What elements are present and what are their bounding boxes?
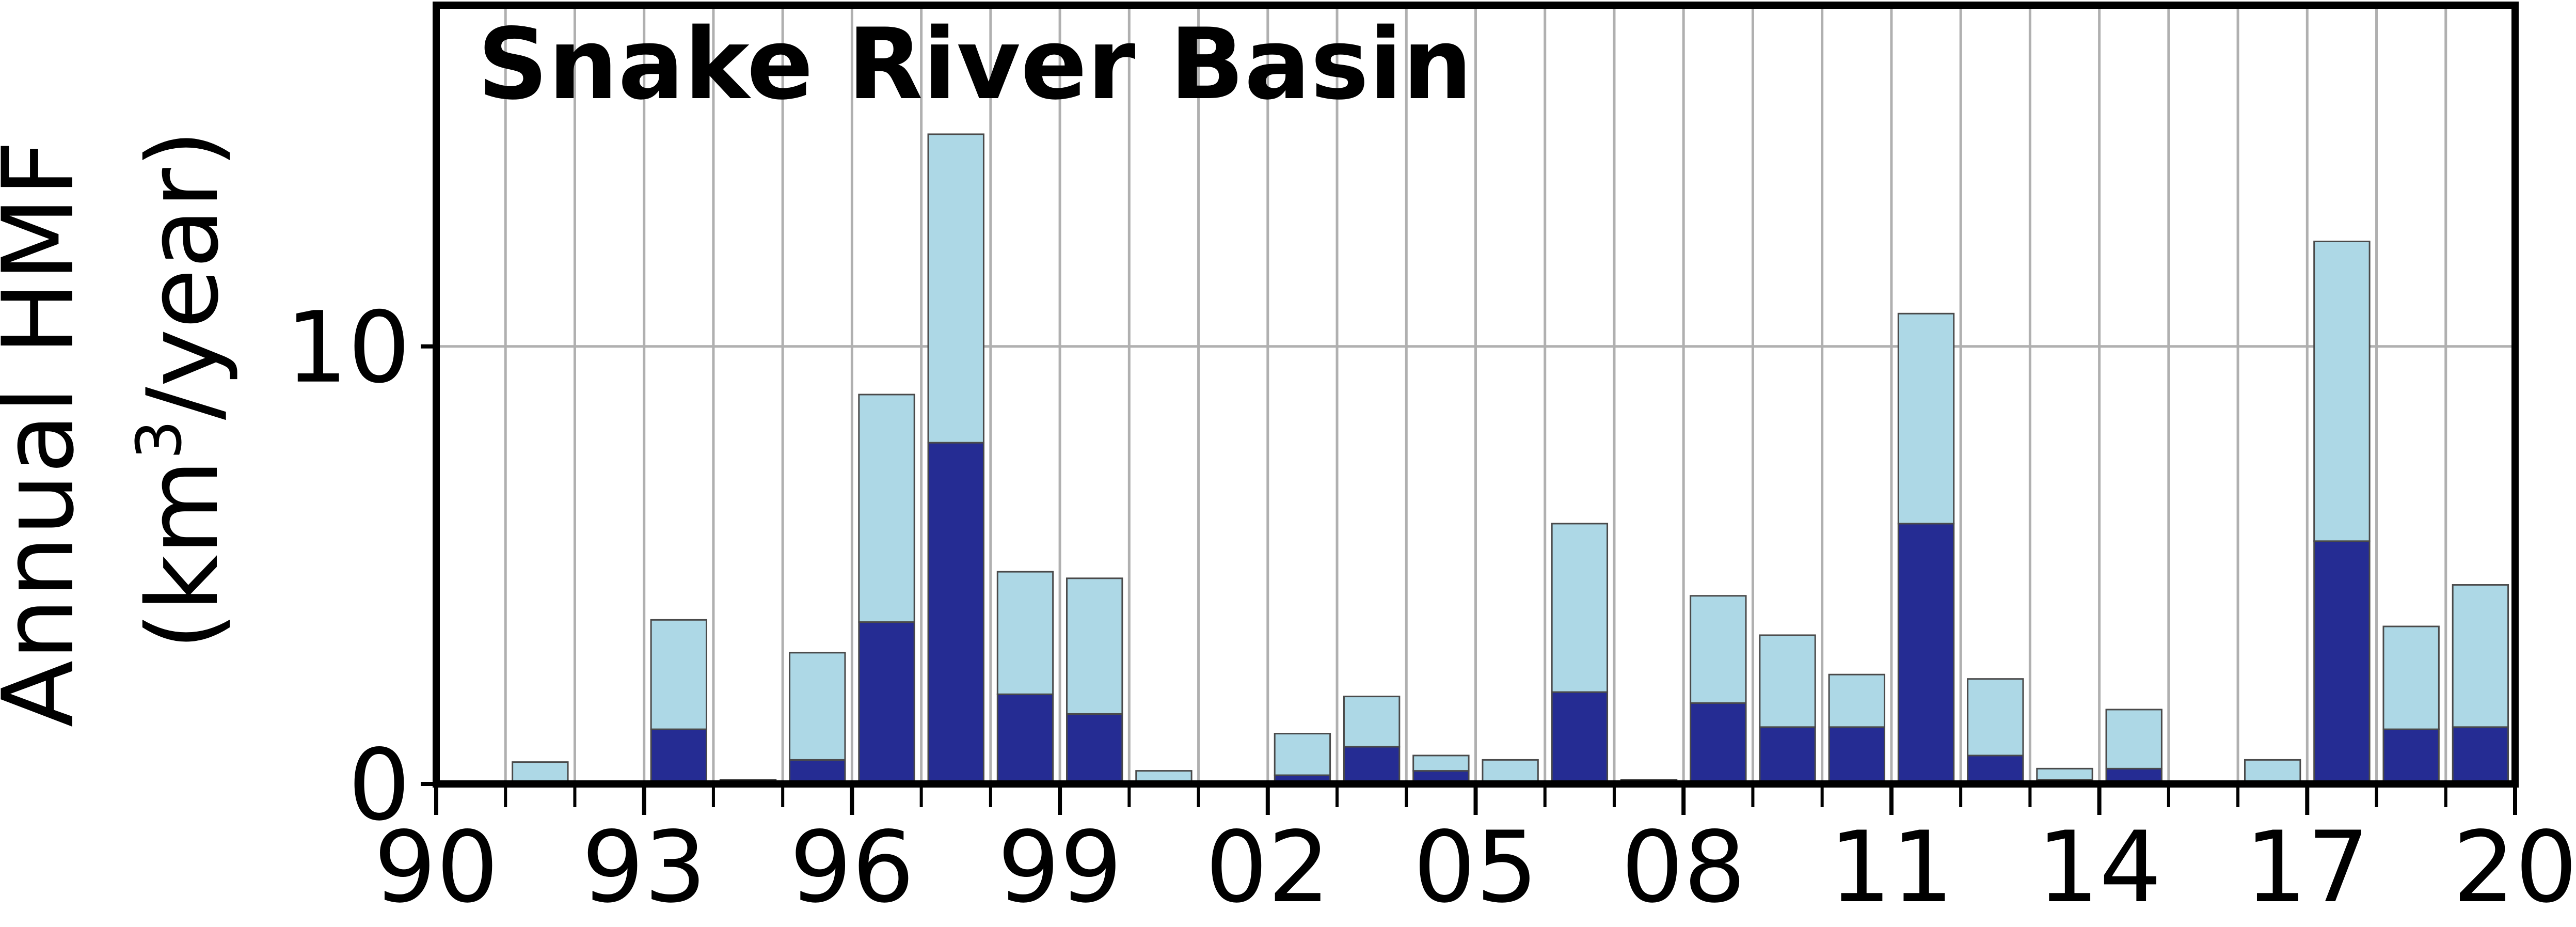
y-axis-label-line2: (km3/year) [124, 130, 240, 650]
bar-light-segment [858, 394, 915, 623]
bar-dark-segment [1551, 691, 1609, 785]
y-axis-label-line2-pre: (km [126, 460, 240, 650]
bar-light-segment [2452, 584, 2509, 728]
bar-dark-segment [1066, 713, 1123, 785]
bar-dark-segment [1343, 746, 1401, 785]
x-tick-label: 11 [1829, 810, 1954, 924]
bar-light-segment [1482, 759, 1539, 783]
bar-light-segment [1412, 755, 1470, 772]
bar-dark-segment [650, 728, 708, 785]
y-tick-label: 10 [285, 291, 410, 405]
chart-title: Snake River Basin [478, 7, 1472, 121]
x-tick-label: 17 [2245, 810, 2370, 924]
x-tick-label: 14 [2037, 810, 2162, 924]
x-tick-label: 05 [1413, 810, 1538, 924]
y-axis-label-line2-post: /year) [126, 130, 240, 420]
bar-light-segment [1690, 595, 1747, 704]
bar-light-segment [1343, 696, 1401, 748]
x-tick-label: 99 [997, 810, 1122, 924]
bar-light-segment [996, 571, 1054, 695]
x-tick-label: 96 [790, 810, 915, 924]
x-tick-label: 93 [582, 810, 707, 924]
bar-light-segment [1066, 577, 1123, 715]
bar-light-segment [1551, 523, 1609, 693]
bar-dark-segment [1759, 726, 1816, 785]
x-tick-label: 02 [1205, 810, 1330, 924]
x-tick-label: 20 [2453, 810, 2576, 924]
bar-light-segment [2244, 759, 2301, 783]
bar-dark-segment [858, 621, 915, 785]
grid-layer [436, 5, 2515, 784]
bar-light-segment [2105, 709, 2162, 769]
bar-light-segment [650, 619, 708, 730]
bar-dark-segment [927, 442, 984, 785]
bar-light-segment [2382, 625, 2440, 730]
bar-light-segment [1967, 678, 2024, 757]
axis-layer [421, 2, 2519, 815]
bar-dark-segment [1690, 702, 1747, 785]
bar-light-segment [2313, 240, 2371, 542]
bar-dark-segment [996, 693, 1054, 785]
bar-layer [512, 133, 2509, 785]
bar-light-segment [2036, 767, 2093, 781]
y-axis-label-line1: Annual HMF [0, 140, 96, 728]
bar-light-segment [1135, 770, 1192, 783]
bar-dark-segment [1897, 523, 1955, 785]
label-layer: 90 93 96 99 02 05 08 11 14 17 20 0 10 [285, 291, 2576, 924]
x-tick-label: 90 [374, 810, 499, 924]
bar-dark-segment [1828, 726, 1885, 785]
bar-light-segment [927, 133, 984, 444]
bar-light-segment [1759, 634, 1816, 728]
bar-dark-segment [2382, 728, 2440, 785]
bar-dark-segment [2452, 726, 2509, 785]
y-axis-label-superscript: 3 [124, 420, 196, 459]
bar-dark-segment [2313, 540, 2371, 785]
bar-light-segment [1274, 733, 1331, 776]
bar-light-segment [512, 761, 569, 783]
bar-light-segment [1897, 312, 1955, 525]
y-tick-label: 0 [348, 728, 410, 842]
bar-light-segment [789, 652, 846, 761]
bar-dark-segment [1967, 755, 2024, 785]
x-tick-label: 08 [1621, 810, 1746, 924]
bar-light-segment [1828, 673, 1885, 728]
